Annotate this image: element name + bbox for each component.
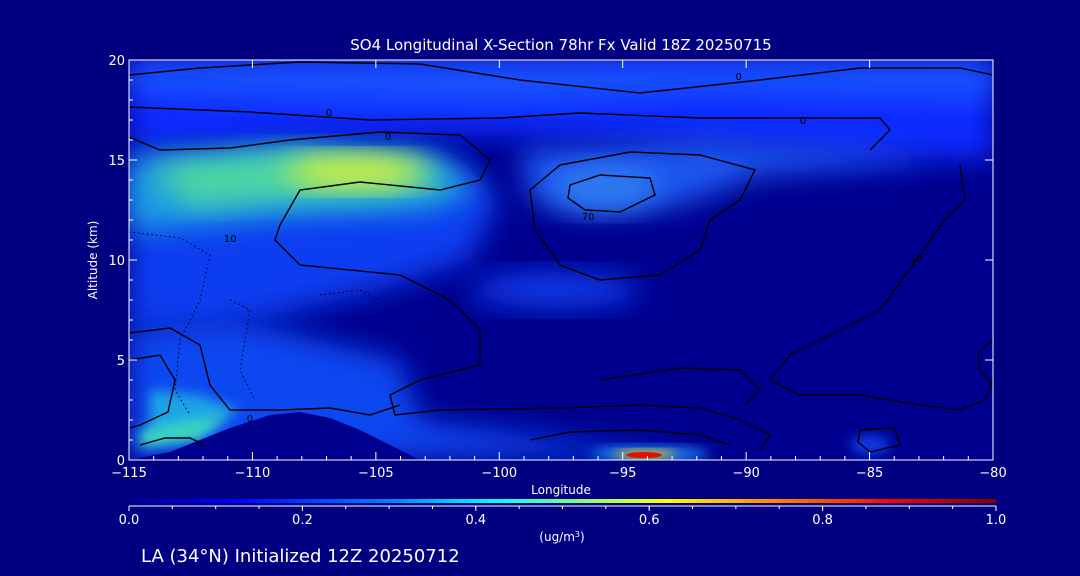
colorbar-tick-label: 0.2 [292, 513, 313, 528]
x-axis-label: Longitude [531, 483, 591, 497]
y-tick-label: 10 [108, 254, 125, 269]
contour-line [857, 427, 901, 453]
surface-maximum-red [626, 452, 662, 458]
concentration-field [129, 60, 993, 460]
colorbar-ticks: 0.0 0.2 0.4 0.6 0.8 1.0 [119, 506, 1007, 528]
colorbar-units-label: (ug/m3) [539, 530, 584, 545]
contour-line [139, 437, 206, 446]
mid-blob [470, 272, 640, 308]
plot-area: 0 0 0 0 70 10 10 0 [129, 60, 993, 460]
contour-line [129, 131, 772, 451]
colorbar-tick-label: 0.4 [465, 513, 486, 528]
contour-label: 0 [736, 72, 742, 83]
contour-label: 0 [385, 132, 391, 143]
contour-line-dotted [319, 289, 381, 301]
contour-line [599, 367, 761, 406]
y-tick-label: 15 [108, 154, 125, 169]
colorbar-gradient [129, 499, 996, 503]
lower-left-cyan [140, 415, 230, 448]
contour-line [129, 327, 401, 416]
footer-text: LA (34°N) Initialized 12Z 20250712 [141, 546, 460, 567]
contour-label: 10 [910, 254, 923, 265]
contour-label: 0 [247, 414, 253, 425]
contour-line-dotted [229, 299, 256, 401]
units-close: ) [580, 530, 585, 544]
upper-light-band [129, 60, 993, 105]
x-tick-label: −80 [979, 466, 1006, 481]
terrain-mask [129, 412, 420, 460]
contour-line [129, 61, 993, 94]
contour-label: 10 [224, 234, 237, 245]
x-tick-label: −110 [235, 466, 271, 481]
contour-line [567, 174, 656, 213]
contour-line [129, 106, 891, 151]
contour-label: 70 [582, 212, 595, 223]
contour-label: 0 [800, 116, 806, 127]
colorbar-tick-label: 0.0 [119, 513, 140, 528]
yellow-maximum [285, 156, 425, 188]
contour-line [768, 164, 993, 411]
x-tick-label: −115 [111, 466, 147, 481]
colorbar-tick-label: 1.0 [986, 513, 1007, 528]
y-axis-label: Altitude (km) [86, 221, 100, 300]
y-axis: 0 5 10 15 20 [108, 54, 993, 469]
x-tick-label: −105 [358, 466, 394, 481]
contour-lines-dotted [129, 231, 381, 416]
chart-title: SO4 Longitudinal X-Section 78hr Fx Valid… [350, 36, 771, 54]
units-exponent: 3 [575, 530, 580, 539]
y-tick-label: 0 [117, 454, 125, 469]
colorbar: 0.0 0.2 0.4 0.6 0.8 1.0 (ug/m3) [119, 499, 1007, 545]
units-base: (ug/m [539, 530, 575, 544]
colorbar-tick-label: 0.6 [639, 513, 660, 528]
y-tick-label: 20 [108, 54, 125, 69]
contour-line [529, 151, 757, 281]
x-tick-label: −90 [732, 466, 759, 481]
contour-labels: 0 0 0 0 70 10 10 0 [224, 72, 923, 425]
contour-line [529, 429, 731, 446]
x-tick-label: −95 [609, 466, 636, 481]
x-tick-label: −85 [856, 466, 883, 481]
right-plume-core [550, 166, 660, 210]
x-tick-label: −100 [481, 466, 517, 481]
colorbar-tick-label: 0.8 [812, 513, 833, 528]
contour-line [129, 354, 176, 429]
contour-line [977, 339, 993, 386]
contour-line-dotted [129, 231, 211, 416]
y-tick-label: 5 [117, 354, 125, 369]
contour-lines [129, 61, 993, 453]
x-axis: −115 −110 −105 −100 −95 −90 −85 −80 [111, 60, 1007, 481]
contour-label: 0 [326, 108, 332, 119]
